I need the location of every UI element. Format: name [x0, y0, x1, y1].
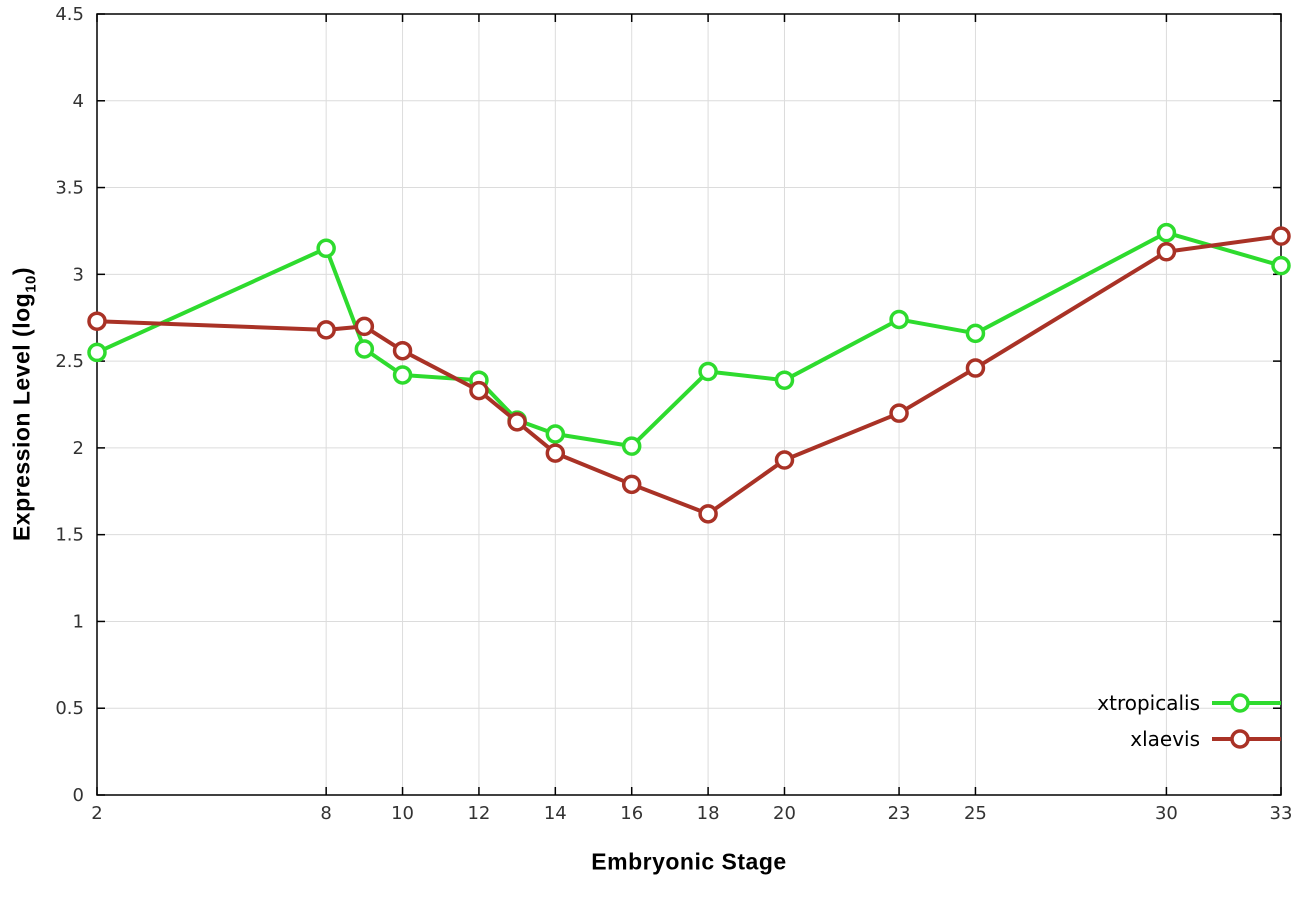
x-tick-label: 18 — [697, 803, 720, 824]
legend-marker-xtropicalis — [1230, 693, 1250, 713]
y-tick-label: 1.5 — [55, 525, 84, 546]
data-point-xlaevis — [316, 320, 336, 340]
y-tick-label: 3 — [73, 264, 84, 285]
x-tick-label: 20 — [773, 803, 796, 824]
y-tick-label: 4.5 — [55, 4, 84, 25]
x-tick-label: 23 — [888, 803, 911, 824]
y-axis-title-close: ) — [8, 266, 35, 276]
x-tick-label: 10 — [391, 803, 414, 824]
data-point-xtropicalis — [316, 238, 336, 259]
data-point-xtropicalis — [392, 365, 413, 385]
legend-label-xtropicalis: xtropicalis — [1097, 691, 1200, 715]
y-tick-label: 0 — [73, 785, 84, 806]
x-tick-label: 30 — [1155, 803, 1178, 824]
y-axis-title-text: Expression Level (log — [8, 292, 35, 542]
series-line-xlaevis — [95, 234, 1283, 516]
plot-border — [96, 13, 1282, 796]
y-tick-label: 4 — [73, 91, 84, 112]
series-line-xtropicalis — [95, 230, 1283, 449]
data-point-xlaevis — [354, 316, 375, 337]
data-point-xlaevis — [698, 504, 718, 524]
data-point-xlaevis — [1156, 242, 1177, 262]
data-point-xtropicalis — [87, 342, 107, 363]
data-point-xtropicalis — [965, 323, 986, 344]
x-tick-label: 12 — [467, 803, 490, 824]
data-point-xlaevis — [621, 474, 642, 495]
data-point-xlaevis — [392, 340, 413, 361]
data-point-xtropicalis — [621, 436, 642, 456]
data-point-xlaevis — [774, 450, 795, 470]
data-point-xlaevis — [469, 380, 489, 401]
y-tick-label: 3.5 — [55, 178, 84, 199]
x-tick-label: 2 — [91, 803, 102, 824]
legend-marker-xlaevis — [1230, 729, 1250, 749]
data-point-xlaevis — [507, 412, 527, 432]
x-axis-title: Embryonic Stage — [591, 848, 787, 875]
data-point-xlaevis — [965, 358, 986, 378]
x-tick-label: 14 — [544, 803, 567, 824]
data-point-xtropicalis — [1156, 222, 1177, 243]
x-tick-label: 33 — [1270, 803, 1293, 824]
x-tick-label: 16 — [620, 803, 643, 824]
y-axis-title-subscript: 10 — [22, 275, 40, 293]
y-tick-label: 0.5 — [55, 698, 84, 719]
x-tick-label: 8 — [320, 803, 331, 824]
y-axis-title: Expression Level (log10) — [9, 267, 40, 541]
data-point-xlaevis — [545, 443, 566, 463]
y-tick-label: 2.5 — [55, 351, 84, 372]
y-tick-label: 2 — [73, 438, 84, 459]
data-point-xtropicalis — [354, 339, 375, 359]
data-point-xlaevis — [1271, 226, 1291, 246]
data-point-xtropicalis — [889, 309, 909, 330]
data-point-xtropicalis — [698, 361, 718, 382]
data-point-xtropicalis — [774, 370, 795, 390]
data-point-xtropicalis — [545, 424, 566, 444]
data-point-xlaevis — [87, 311, 107, 331]
legend-label-xlaevis: xlaevis — [1130, 727, 1200, 751]
y-tick-label: 1 — [73, 611, 84, 632]
x-tick-label: 25 — [964, 803, 987, 824]
data-point-xlaevis — [889, 403, 909, 423]
data-point-xtropicalis — [1271, 255, 1291, 276]
